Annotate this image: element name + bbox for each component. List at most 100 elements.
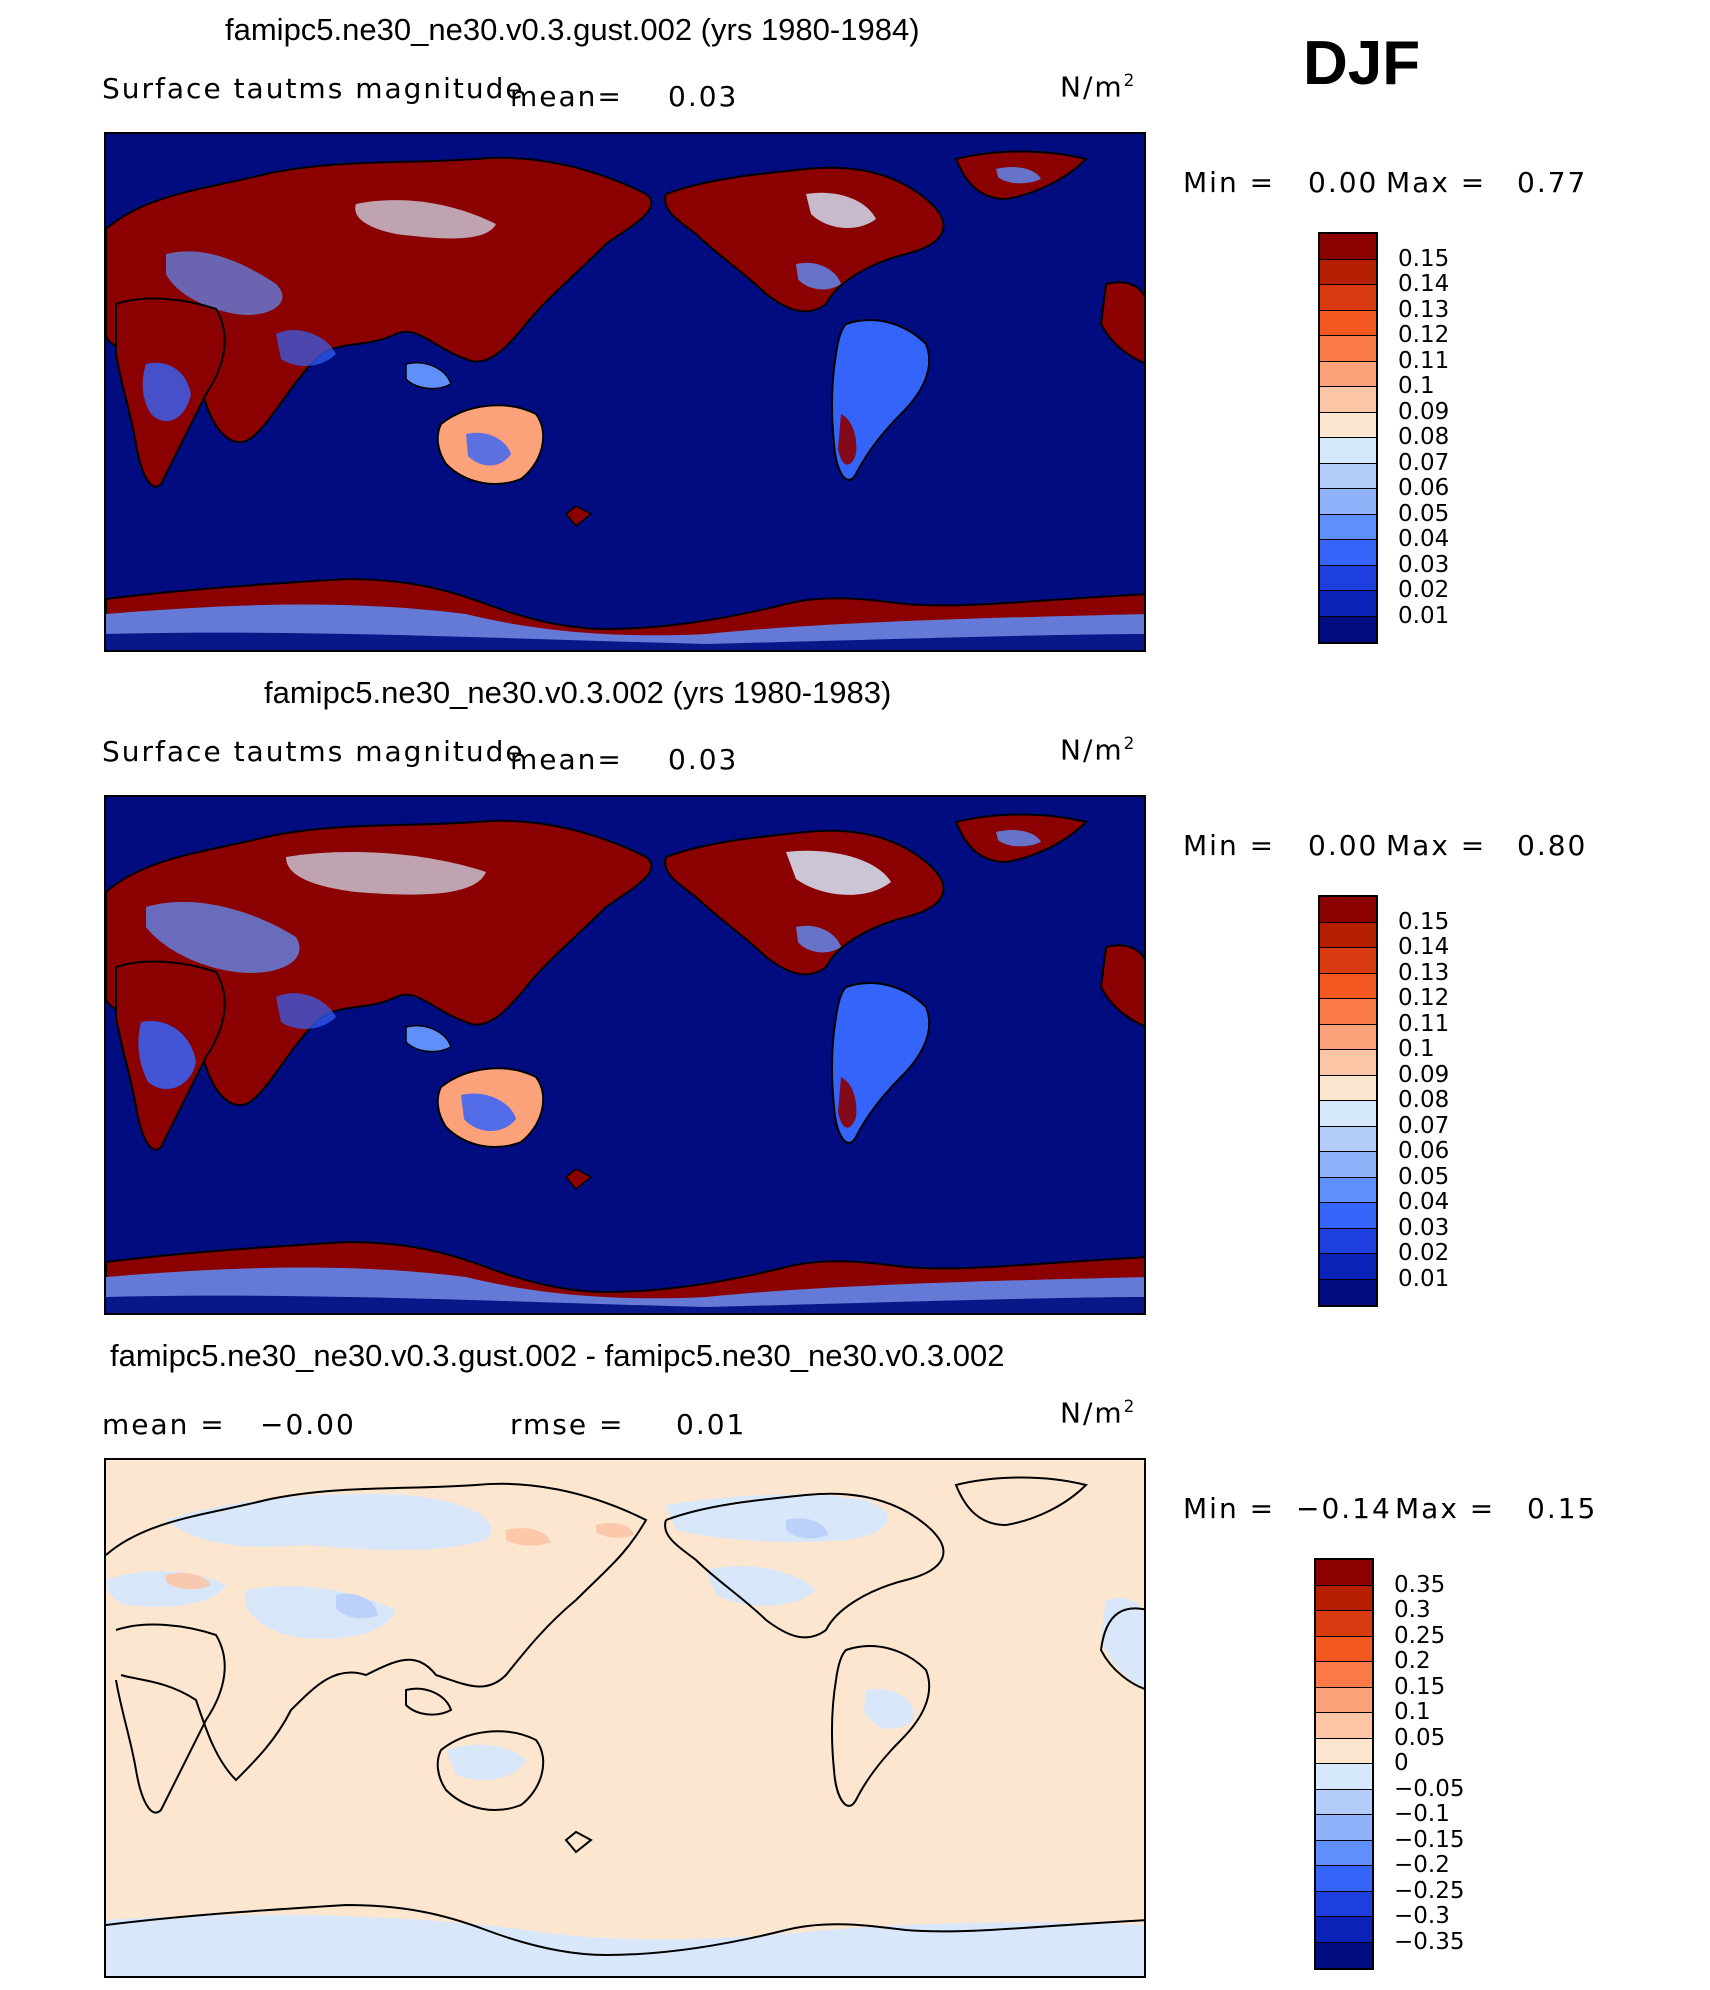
colorbar-segment [1316, 1611, 1372, 1637]
colorbar-tick-label: −0.05 [1394, 1775, 1465, 1802]
colorbar-segment [1320, 259, 1376, 285]
colorbar-tick-label: 0.14 [1398, 271, 1450, 297]
colorbar-tick-label: 0.07 [1398, 449, 1450, 476]
colorbar-tick-label: 0.09 [1398, 1061, 1450, 1088]
panel1-map-svg [106, 134, 1144, 650]
colorbar-segment [1316, 1662, 1372, 1688]
panel3-max-label: Max = [1395, 1492, 1496, 1525]
colorbar-tick-label: 0.05 [1398, 500, 1450, 527]
colorbar-tick-label: 0.15 [1398, 245, 1450, 272]
colorbar-tick-label: 0.12 [1398, 985, 1450, 1011]
colorbar-tick-label: 0 [1394, 1750, 1409, 1776]
colorbar-segment [1320, 387, 1376, 413]
colorbar-segment [1320, 1177, 1376, 1203]
colorbar-segment [1320, 234, 1376, 260]
panel1-land-eurasia [106, 156, 653, 444]
colorbar-tick-label: 0.15 [1394, 1673, 1446, 1700]
colorbar-tick-label: −0.1 [1394, 1801, 1450, 1827]
panel1-land-north-america [664, 166, 945, 313]
colorbar-segment [1316, 1687, 1372, 1713]
colorbar-segment [1316, 1560, 1372, 1586]
colorbar-segment [1316, 1840, 1372, 1866]
colorbar-tick-label: 0.06 [1398, 475, 1450, 501]
panel1-map [104, 132, 1146, 652]
colorbar-tick-label: −0.2 [1394, 1852, 1450, 1878]
colorbar-segment [1320, 999, 1376, 1025]
panel1-min-label: Min = [1183, 166, 1276, 199]
colorbar-tick-label: 0.1 [1398, 373, 1435, 399]
colorbar-tick-label: −0.3 [1394, 1903, 1450, 1929]
colorbar-tick-label: 0.03 [1398, 551, 1450, 578]
colorbar-tick-label: 0.14 [1398, 934, 1450, 960]
panel1-mean-value: 0.03 [668, 80, 739, 113]
colorbar-tick-label: 0.15 [1398, 908, 1450, 935]
colorbar-segment [1320, 1254, 1376, 1280]
colorbar-segment [1320, 412, 1376, 438]
colorbar-segment [1320, 1152, 1376, 1178]
colorbar-tick-label: 0.11 [1398, 347, 1450, 374]
colorbar-segment [1320, 1101, 1376, 1127]
panel1-max-label: Max = [1386, 166, 1487, 199]
colorbar-tick-label: 0.09 [1398, 398, 1450, 425]
panel2-map-svg [106, 797, 1144, 1313]
colorbar-tick-label: −0.15 [1394, 1826, 1465, 1853]
colorbar-segment [1320, 438, 1376, 464]
panel1-units: N/m2 [1060, 70, 1137, 104]
colorbar-segment [1316, 1585, 1372, 1611]
panel1-min-value: 0.00 [1308, 166, 1379, 199]
colorbar-segment [1320, 463, 1376, 489]
colorbar-tick-label: 0.06 [1398, 1138, 1450, 1164]
panel3-map [104, 1458, 1146, 1978]
colorbar-tick-label: 0.01 [1398, 1265, 1450, 1292]
colorbar-tick-label: 0.08 [1398, 1087, 1450, 1113]
colorbar-segment [1316, 1738, 1372, 1764]
panel2-map [104, 795, 1146, 1315]
panel1-land-south-america [830, 319, 931, 481]
panel2-title: famipc5.ne30_ne30.v0.3.002 (yrs 1980-198… [264, 675, 892, 710]
colorbar-segment [1316, 1917, 1372, 1943]
colorbar-segment [1320, 1228, 1376, 1254]
colorbar-segment [1320, 310, 1376, 336]
colorbar-tick-label: 0.05 [1394, 1724, 1446, 1751]
colorbar-tick-label: 0.01 [1398, 602, 1450, 629]
colorbar-tick-label: 0.13 [1398, 296, 1450, 323]
colorbar-segment [1320, 1075, 1376, 1101]
colorbar-tick-label: 0.08 [1398, 424, 1450, 450]
colorbar-tick-label: −0.25 [1394, 1877, 1465, 1904]
colorbar-segment [1320, 285, 1376, 311]
panel2-field-label: Surface tautms magnitude [102, 735, 525, 768]
panel2-min-label: Min = [1183, 829, 1276, 862]
panel2-mean-value: 0.03 [668, 743, 739, 776]
colorbar-segment [1320, 948, 1376, 974]
panel3-title: famipc5.ne30_ne30.v0.3.gust.002 - famipc… [110, 1338, 1005, 1373]
colorbar-segment [1316, 1866, 1372, 1892]
colorbar-segment [1316, 1636, 1372, 1662]
colorbar-segment [1320, 336, 1376, 362]
panel1-colorbar [1318, 232, 1378, 644]
panel2-min-value: 0.00 [1308, 829, 1379, 862]
panel2-units: N/m2 [1060, 733, 1137, 767]
panel3-min-value: −0.14 [1296, 1492, 1392, 1525]
colorbar-tick-label: 0.35 [1394, 1571, 1446, 1598]
colorbar-tick-label: 0.02 [1398, 1240, 1450, 1266]
panel3-rmse-value: 0.01 [676, 1408, 747, 1441]
panel2-max-label: Max = [1386, 829, 1487, 862]
colorbar-tick-label: 0.12 [1398, 322, 1450, 348]
colorbar-segment [1320, 1024, 1376, 1050]
colorbar-tick-label: 0.13 [1398, 959, 1450, 986]
panel2-land-south-america [830, 982, 931, 1144]
panel1-mean-label: mean= [510, 80, 623, 113]
colorbar-tick-label: 0.07 [1398, 1112, 1450, 1139]
panel3-min-label: Min = [1183, 1492, 1276, 1525]
colorbar-tick-label: 0.1 [1394, 1699, 1431, 1725]
colorbar-tick-label: 0.11 [1398, 1010, 1450, 1037]
panel2-colorbar [1318, 895, 1378, 1307]
panel3-colorbar [1314, 1558, 1374, 1970]
colorbar-segment [1320, 973, 1376, 999]
season-label: DJF [1303, 29, 1421, 98]
colorbar-tick-label: 0.05 [1398, 1163, 1450, 1190]
panel3-mean-label: mean = [102, 1408, 226, 1441]
colorbar-segment [1316, 1891, 1372, 1917]
colorbar-segment [1320, 1203, 1376, 1229]
colorbar-segment [1316, 1815, 1372, 1841]
